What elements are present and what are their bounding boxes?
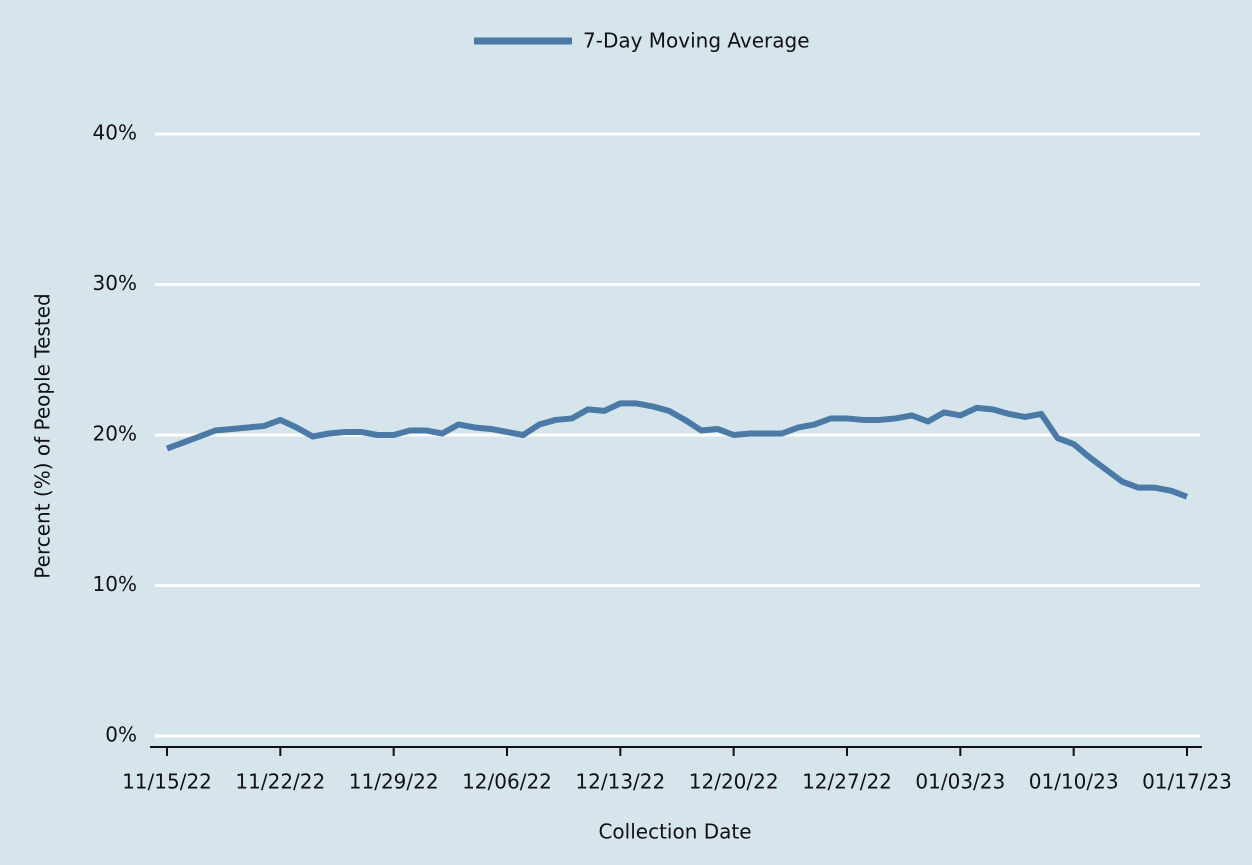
x-tick-label: 11/22/22: [235, 770, 325, 794]
x-tick-label: 12/27/22: [802, 770, 892, 794]
y-tick-label: 0%: [105, 723, 137, 747]
y-tick-label: 40%: [93, 121, 137, 145]
x-tick-label: 11/29/22: [349, 770, 439, 794]
x-tick-label: 12/20/22: [689, 770, 779, 794]
x-axis-label: Collection Date: [598, 820, 751, 844]
x-tick-label: 01/03/23: [915, 770, 1005, 794]
data-line: [165, 400, 1189, 500]
x-tick-label: 12/13/22: [575, 770, 665, 794]
y-axis-label: Percent (%) of People Tested: [31, 293, 55, 578]
y-tick-label: 10%: [93, 572, 137, 596]
legend-label: 7-Day Moving Average: [583, 29, 810, 53]
x-tick-label: 11/15/22: [122, 770, 212, 794]
y-tick-label: 30%: [93, 271, 137, 295]
y-tick-label: 20%: [93, 422, 137, 446]
x-tick-label: 12/06/22: [462, 770, 552, 794]
x-tick-label: 01/10/23: [1029, 770, 1119, 794]
x-tick-label: 01/17/23: [1142, 770, 1232, 794]
